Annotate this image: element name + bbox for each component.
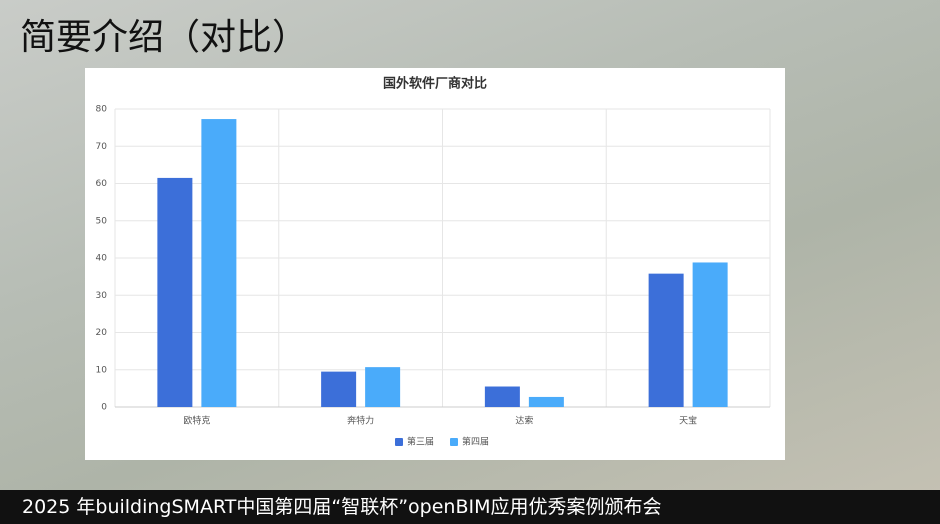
slide-title: 简要介绍（对比） [20, 17, 309, 58]
bar [484, 386, 520, 407]
bar [321, 371, 357, 407]
x-tick-label: 达索 [515, 415, 533, 427]
bar [692, 262, 728, 407]
y-tick-label: 60 [96, 179, 108, 189]
x-tick-label: 欧特克 [183, 415, 210, 427]
y-tick-label: 10 [96, 365, 108, 375]
bar [201, 119, 237, 407]
y-tick-label: 20 [96, 328, 108, 338]
y-tick-label: 70 [96, 142, 108, 152]
y-tick-label: 40 [96, 254, 108, 264]
legend-label: 第四届 [462, 436, 489, 448]
bar [365, 367, 401, 407]
x-tick-label: 天宝 [679, 415, 697, 427]
legend-swatch [395, 438, 403, 446]
y-tick-label: 80 [96, 105, 108, 115]
y-tick-label: 50 [96, 216, 108, 226]
x-tick-label: 奔特力 [347, 415, 374, 427]
bar [648, 273, 684, 407]
footer: 2025 年buildingSMART中国第四届“智联杯”openBIM应用优秀… [0, 490, 940, 524]
bar [157, 177, 193, 407]
y-tick-label: 30 [96, 291, 108, 301]
bar [528, 396, 564, 407]
chart-title: 国外软件厂商对比 [383, 76, 487, 92]
legend-label: 第三届 [407, 436, 434, 448]
y-tick-label: 0 [101, 403, 107, 413]
legend-swatch [450, 438, 458, 446]
